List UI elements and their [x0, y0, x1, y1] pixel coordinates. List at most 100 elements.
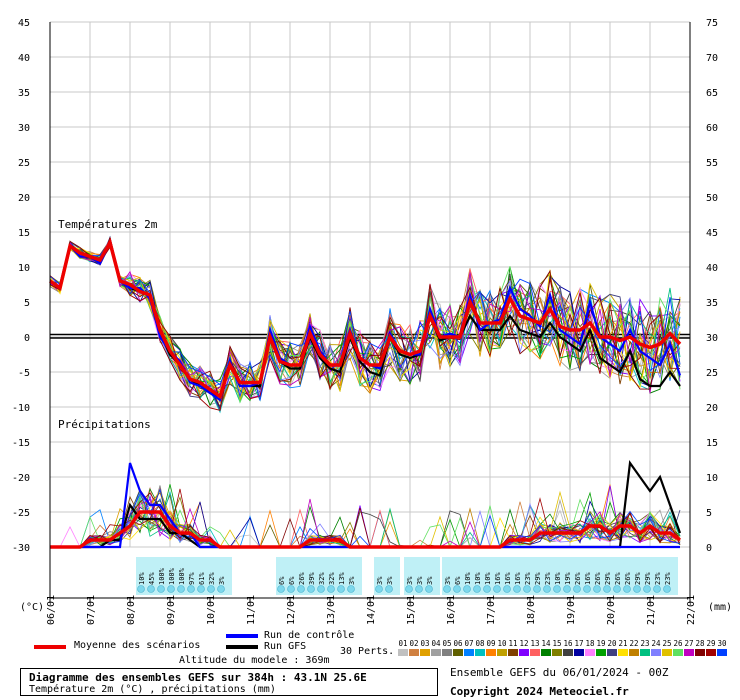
- left-axis-unit: (°C): [20, 602, 44, 613]
- probability-dot: [297, 585, 305, 593]
- perturbation-number: 15: [552, 639, 561, 648]
- perturbation-swatch: [574, 649, 584, 656]
- probability-dot: [653, 585, 661, 593]
- left-tick-label: 45: [18, 18, 30, 29]
- perturbation-precip-line: [50, 492, 681, 548]
- perturbation-number: 27: [684, 639, 693, 648]
- run-label: Ensemble GEFS du 06/01/2024 - 00Z: [450, 666, 669, 679]
- perturbation-swatch: [695, 649, 705, 656]
- perturbation-swatch: [629, 649, 639, 656]
- probability-dot: [643, 585, 651, 593]
- legend-gfs-label: Run GFS: [264, 641, 307, 652]
- perturbation-number: 13: [530, 639, 539, 648]
- perturbation-swatch: [684, 649, 694, 656]
- probability-value: 16%: [584, 572, 592, 585]
- right-tick-label: 40: [706, 263, 718, 274]
- probability-value: 10%: [554, 572, 562, 585]
- right-tick-label: 55: [706, 158, 718, 169]
- temperature-section-label: Températures 2m: [58, 218, 158, 231]
- series-temperature-line: [48, 237, 682, 400]
- perturbation-swatch: [618, 649, 628, 656]
- probability-value: 32%: [318, 572, 326, 585]
- probability-dot: [197, 585, 205, 593]
- right-tick-label: 15: [706, 438, 718, 449]
- probability-dot: [385, 585, 393, 593]
- left-tick-label: -5: [18, 368, 30, 379]
- x-tick-label: 08/01: [126, 595, 137, 625]
- probability-dot: [337, 585, 345, 593]
- probability-value: 100%: [168, 567, 176, 585]
- probability-dot: [623, 585, 631, 593]
- probability-value: 10%: [474, 572, 482, 585]
- right-tick-label: 35: [706, 298, 718, 309]
- right-tick-label: 20: [706, 403, 718, 414]
- perturbation-swatch: [552, 649, 562, 656]
- left-tick-label: 25: [18, 158, 30, 169]
- probability-value: 10%: [138, 572, 146, 585]
- probability-dot: [307, 585, 315, 593]
- legend: 01 02 03 04 05 06 07 08 09 10 11 12 13 14 15 16 17 18 19 20…: [34, 634, 727, 656]
- perturbation-number: 02: [409, 639, 418, 648]
- perturbation-number: 28: [695, 639, 705, 648]
- probability-value: 97%: [188, 572, 196, 585]
- probability-value: 23%: [664, 572, 672, 585]
- probability-value: 100%: [178, 567, 186, 585]
- perturbation-swatch: [420, 649, 430, 656]
- probability-dot: [533, 585, 541, 593]
- perturbation-number: 20: [607, 639, 617, 648]
- perturbation-number: 30: [717, 639, 727, 648]
- probability-value: 10%: [464, 572, 472, 585]
- perturbation-swatch: [651, 649, 661, 656]
- perturbation-number: 03: [420, 639, 429, 648]
- probability-dot: [375, 585, 383, 593]
- probability-dot: [473, 585, 481, 593]
- x-tick-label: 13/01: [326, 595, 337, 625]
- x-tick-label: 09/01: [166, 595, 177, 625]
- perturbation-number: 19: [596, 639, 605, 648]
- perturbation-number: 11: [508, 639, 517, 648]
- probability-value: 32%: [328, 572, 336, 585]
- main-series-lines: [48, 237, 682, 549]
- perturbation-number: 07: [464, 639, 473, 648]
- perturbation-swatch: [607, 649, 617, 656]
- left-tick-label: 15: [18, 228, 30, 239]
- left-tick-label: 0: [24, 333, 30, 344]
- left-tick-label: -25: [12, 508, 30, 519]
- left-tick-label: 30: [18, 123, 30, 134]
- probability-value: 23%: [654, 572, 662, 585]
- perturbation-precip-line: [50, 488, 681, 548]
- perturbation-swatch: [497, 649, 507, 656]
- left-tick-label: 20: [18, 193, 30, 204]
- probability-value: 16%: [494, 572, 502, 585]
- perturbation-number: 04: [431, 639, 441, 648]
- probability-value: 3%: [426, 576, 434, 585]
- left-tick-label: 5: [24, 298, 30, 309]
- probability-value: 39%: [308, 572, 316, 585]
- left-tick-label: -15: [12, 438, 30, 449]
- right-axis-unit: (mm): [708, 602, 732, 613]
- perturbation-number: 10: [497, 639, 507, 648]
- perturbation-swatch: [541, 649, 551, 656]
- probability-dot: [415, 585, 423, 593]
- probability-dot: [613, 585, 621, 593]
- x-tick-label: 10/01: [206, 595, 217, 625]
- probability-value: 61%: [198, 572, 206, 585]
- probability-dot: [177, 585, 185, 593]
- probability-dot: [405, 585, 413, 593]
- probability-dot: [633, 585, 641, 593]
- perturbation-number: 01: [398, 639, 407, 648]
- legend-control-label: Run de contrôle: [264, 630, 355, 641]
- probability-value: 19%: [564, 572, 572, 585]
- right-tick-label: 70: [706, 53, 718, 64]
- x-tick-label: 15/01: [406, 595, 417, 625]
- probability-dot: [563, 585, 571, 593]
- probability-value: 29%: [644, 572, 652, 585]
- probability-value: 6%: [278, 576, 286, 585]
- perturbation-number: 21: [618, 639, 627, 648]
- probability-dot: [493, 585, 501, 593]
- probability-dot: [503, 585, 511, 593]
- probability-dot: [287, 585, 295, 593]
- probability-value: 45%: [148, 572, 156, 585]
- probability-value: 100%: [158, 567, 166, 585]
